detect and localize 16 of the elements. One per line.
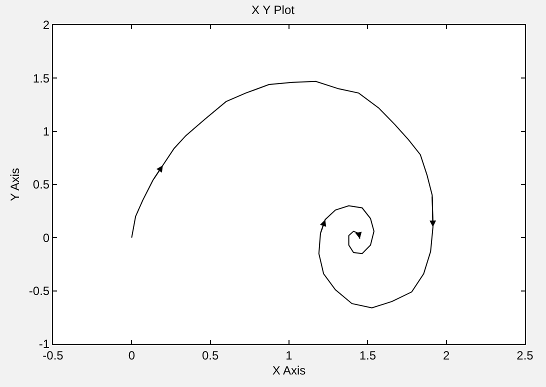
y-tick-label: 2: [42, 18, 50, 32]
x-axis-title: X Axis: [272, 363, 306, 378]
x-tick-label: 2: [442, 348, 450, 362]
chart-title: X Y Plot: [252, 3, 296, 18]
x-tick-label: 2.5: [516, 348, 534, 362]
x-tick-label: 0: [128, 348, 136, 362]
y-tick-label: 0.5: [32, 178, 50, 192]
x-tick-label: 1.5: [359, 348, 376, 362]
y-tick-label: -0.5: [28, 284, 50, 298]
y-axis-title: Y Axis: [8, 168, 22, 202]
y-tick-label: 0: [42, 230, 50, 245]
y-tick-label: 1: [42, 124, 50, 139]
x-tick-label: 1: [286, 348, 293, 362]
y-tick-label: 1.5: [32, 71, 50, 86]
y-tick-label: -1: [38, 337, 50, 352]
x-tick-label: 0.5: [202, 348, 219, 362]
